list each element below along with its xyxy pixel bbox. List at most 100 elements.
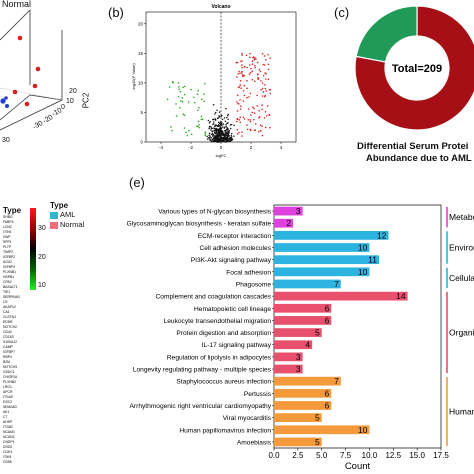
- volcano-point-down: [201, 118, 204, 120]
- kegg-bar: [274, 437, 322, 447]
- heatmap-gene-label: TIMP2: [3, 250, 13, 254]
- kegg-group-label: Cellular: [449, 273, 474, 283]
- volcano-point-down: [171, 80, 174, 83]
- volcano-point-up: [241, 70, 243, 73]
- legend-swatch-aml: [50, 212, 58, 219]
- volcano-point-ns: [212, 137, 215, 140]
- heatmap-gene-label: SERPINA3: [3, 295, 20, 299]
- pca-point: [32, 83, 38, 89]
- kegg-bar: [274, 425, 370, 435]
- heatmap-gene-label: SPP1: [3, 240, 12, 244]
- volcano-point-ns: [221, 129, 223, 132]
- volcano-point-up: [236, 133, 239, 135]
- volcano-point-ns: [226, 131, 228, 133]
- volcano-point-ns: [209, 137, 211, 139]
- volcano-point-down: [180, 100, 182, 102]
- scale-tick: 10: [38, 282, 46, 289]
- heatmap-gene-label: SHBG: [3, 215, 13, 219]
- volcano-x-tick-label: 0: [220, 145, 223, 150]
- volcano-point-up: [247, 119, 250, 121]
- volcano-point-ns: [215, 128, 217, 130]
- volcano-x-tick-label: 2: [250, 145, 253, 150]
- heatmap-gene-label: LRG1: [3, 385, 12, 389]
- volcano-point-up: [252, 118, 255, 121]
- volcano-point-up: [241, 52, 243, 55]
- heatmap-gene-label: ITGB2: [3, 425, 13, 429]
- volcano-point-up: [253, 107, 255, 110]
- kegg-bar-value: 4: [305, 340, 310, 350]
- volcano-point-ns: [226, 139, 229, 142]
- volcano-point-up: [239, 72, 241, 75]
- kegg-bar-value: 5: [315, 328, 320, 338]
- volcano-point-up: [239, 80, 242, 82]
- volcano-point-ns: [212, 118, 214, 121]
- volcano-point-ns: [217, 135, 219, 138]
- pca-axis-label-pc2: PC2: [81, 92, 91, 109]
- kegg-bar-value: 10: [358, 425, 368, 435]
- volcano-point-up: [264, 78, 267, 80]
- kegg-bar: [274, 303, 332, 313]
- volcano-point-ns: [218, 122, 221, 125]
- volcano-point-up: [261, 87, 264, 90]
- pca-point: [0, 98, 6, 104]
- volcano-point-up: [236, 101, 238, 103]
- volcano-point-ns: [208, 127, 210, 130]
- volcano-point-ns: [217, 129, 220, 131]
- volcano-point-down: [204, 82, 206, 85]
- kegg-plot-frame: [273, 204, 442, 449]
- kegg-bar-value: 7: [334, 279, 339, 289]
- volcano-point-up: [254, 129, 257, 131]
- volcano-point-ns: [218, 111, 221, 113]
- heatmap-gene-label: C9: [3, 300, 7, 304]
- volcano-point-up: [235, 61, 238, 64]
- kegg-x-tick-label: 7.5: [340, 451, 352, 460]
- volcano-point-ns: [210, 129, 212, 131]
- volcano-point-ns: [229, 138, 231, 140]
- volcano-point-up: [241, 135, 243, 137]
- volcano-point-up: [267, 53, 269, 56]
- volcano-point-down: [198, 124, 200, 126]
- volcano-point-ns: [219, 137, 222, 139]
- heatmap-gene-label: TIE1: [3, 290, 10, 294]
- volcano-point-up: [239, 121, 242, 123]
- heatmap-gene-label: RBP4: [3, 355, 12, 359]
- volcano-point-down: [188, 130, 190, 132]
- volcano-point-up: [247, 108, 250, 110]
- volcano-point-ns: [211, 138, 214, 141]
- heatmap-gene-label: APCR: [3, 390, 13, 394]
- volcano-point-ns: [214, 138, 217, 140]
- volcano-point-ns: [216, 137, 218, 140]
- volcano-point-up: [260, 80, 262, 82]
- kegg-bar-value: 2: [286, 218, 291, 228]
- volcano-point-down: [204, 134, 207, 137]
- volcano-point-up: [238, 118, 241, 121]
- kegg-bar: [274, 279, 341, 289]
- volcano-point-ns: [214, 124, 217, 126]
- volcano-point-up: [254, 66, 256, 69]
- kegg-bar-label: Human papillomavirus infection: [179, 427, 271, 434]
- volcano-point-ns: [226, 127, 229, 129]
- volcano-y-tick-label: 0: [140, 140, 143, 145]
- volcano-point-down: [182, 113, 185, 116]
- volcano-point-ns: [211, 130, 214, 132]
- kegg-bar-label: PI3K-Akt signaling pathway: [191, 257, 272, 264]
- volcano-point-ns: [210, 126, 212, 128]
- volcano-point-up: [249, 56, 251, 59]
- volcano-point-down: [175, 103, 177, 105]
- volcano-point-up: [262, 91, 265, 93]
- volcano-point-ns: [231, 138, 234, 141]
- volcano-point-up: [261, 104, 263, 106]
- heatmap-gene-label: IGFBP2: [3, 255, 15, 259]
- volcano-point-down: [187, 101, 190, 103]
- volcano-point-up: [251, 78, 254, 81]
- pca-tick: 20: [69, 88, 77, 95]
- volcano-point-ns: [217, 123, 220, 126]
- volcano-point-down: [186, 134, 189, 137]
- volcano-point-ns: [212, 103, 215, 106]
- volcano-y-tick-label: 20: [138, 21, 144, 26]
- volcano-point-up: [261, 95, 264, 97]
- pca-point: [35, 66, 41, 72]
- volcano-point-up: [267, 63, 270, 66]
- volcano-point-ns: [227, 132, 230, 134]
- volcano-point-down: [196, 125, 198, 128]
